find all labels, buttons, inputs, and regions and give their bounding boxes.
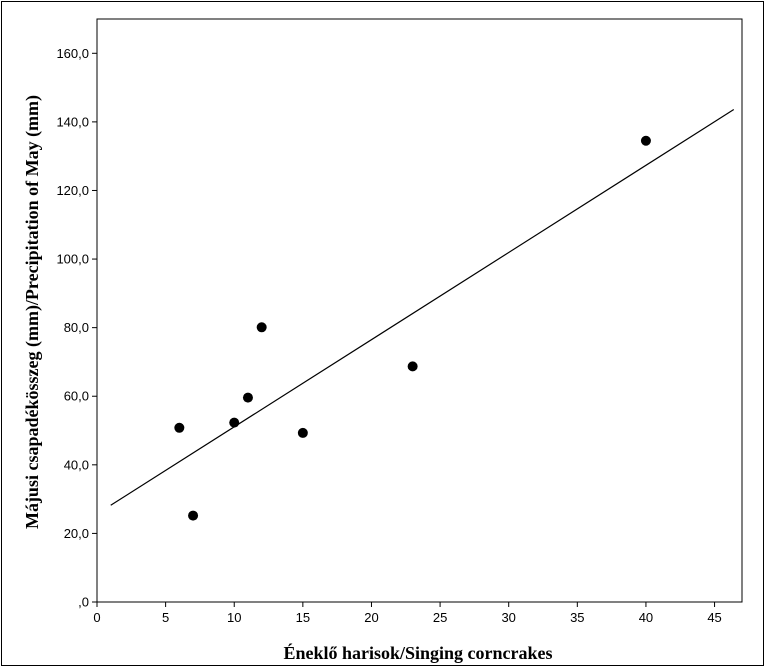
y-tick-label: 140,0 <box>56 114 89 129</box>
y-tick-label: 120,0 <box>56 183 89 198</box>
x-tick-label: 15 <box>296 610 310 625</box>
y-axis-title: Májusi csapadékösszeg (mm)/Precipitation… <box>22 95 43 529</box>
y-tick-label: 60,0 <box>64 389 89 404</box>
y-tick-label: 20,0 <box>64 526 89 541</box>
y-tick-label: 100,0 <box>56 252 89 267</box>
x-tick-label: 25 <box>433 610 447 625</box>
y-tick-label: 40,0 <box>64 457 89 472</box>
data-points <box>174 135 651 521</box>
x-tick-label: 35 <box>570 610 584 625</box>
data-point <box>174 422 185 433</box>
y-tick-label: ,0 <box>78 595 89 610</box>
x-tick-label: 45 <box>707 610 721 625</box>
y-tick-label: 160,0 <box>56 46 89 61</box>
regression-line <box>110 109 735 506</box>
x-tick-label: 10 <box>227 610 241 625</box>
x-axis-title: Éneklő harisok/Singing corncrakes <box>283 642 552 663</box>
plot-area <box>96 18 743 603</box>
x-axis: 0 5 10 15 20 25 30 35 40 45 <box>93 602 722 625</box>
y-tick-label: 80,0 <box>64 320 89 335</box>
x-tick-label: 30 <box>501 610 515 625</box>
x-tick-label: 5 <box>162 610 169 625</box>
data-point <box>407 361 418 372</box>
data-point <box>640 135 651 146</box>
x-tick-label: 20 <box>364 610 378 625</box>
data-point <box>229 417 240 428</box>
data-point <box>256 322 267 333</box>
y-axis: ,0 20,0 40,0 60,0 80,0 100,0 120,0 140,0 160,0 <box>56 46 97 610</box>
data-point <box>297 427 308 438</box>
data-point <box>188 510 199 521</box>
x-tick-label: 0 <box>93 610 100 625</box>
data-point <box>242 392 253 403</box>
x-tick-label: 40 <box>639 610 653 625</box>
